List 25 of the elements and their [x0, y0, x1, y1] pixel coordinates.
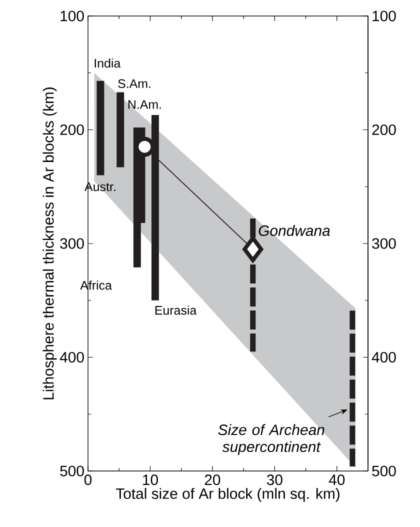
y-tick-label: 300	[60, 238, 84, 249]
x-tick-label: 0	[84, 474, 92, 486]
y2-tick-label: 400	[372, 352, 396, 363]
y2-tick-label: 200	[372, 124, 396, 136]
y2-tick-label: 300	[372, 238, 396, 249]
y2-tick-label: 500	[372, 466, 396, 476]
x-tick-label: 30	[266, 474, 282, 486]
y-tick-label: 200	[60, 124, 84, 136]
annotation: S.Am.	[118, 79, 150, 88]
y2-tick-label: 100	[372, 10, 396, 22]
bar	[116, 92, 124, 168]
y-tick-label: 400	[60, 352, 84, 363]
bar	[96, 80, 104, 176]
annotation: Eurasia	[155, 306, 197, 315]
x-tick-label: 40	[328, 474, 345, 486]
x-tick-label: 20	[204, 474, 220, 486]
x-axis-title: Total size of Ar block (mln sq. km)	[116, 488, 340, 502]
annotation: Gondwana	[258, 225, 330, 236]
y-tick-label: 100	[60, 10, 84, 22]
y-tick-label: 500	[60, 466, 84, 476]
annotation: N.Am.	[128, 100, 161, 109]
annotation: Size of Archean supercontinent	[218, 424, 324, 456]
annotation: India	[94, 58, 121, 68]
y-axis-title: Lithosphere thermal thickness in Ar blocks (km)	[42, 88, 57, 400]
x-tick-label: 10	[143, 474, 158, 486]
